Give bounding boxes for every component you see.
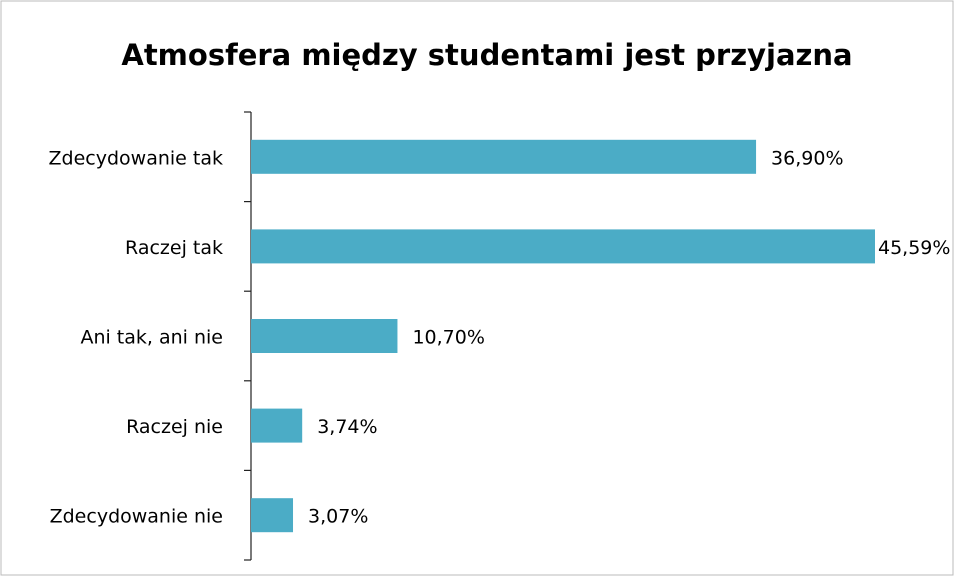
category-label: Zdecydowanie nie <box>50 506 223 528</box>
data-label: 3,74% <box>317 416 377 438</box>
category-label: Zdecydowanie tak <box>49 147 223 169</box>
category-label: Ani tak, ani nie <box>80 327 223 349</box>
data-label: 45,59% <box>878 237 950 259</box>
category-label: Raczej tak <box>125 237 223 259</box>
data-label: 10,70% <box>412 327 484 349</box>
category-label: Raczej nie <box>126 416 223 438</box>
bar <box>251 229 875 264</box>
chart-title: Atmosfera między studentami jest przyjaz… <box>121 38 852 72</box>
bar <box>251 408 303 443</box>
bar <box>251 498 294 533</box>
data-label: 36,90% <box>771 147 843 169</box>
bar <box>251 319 398 353</box>
data-label: 3,07% <box>308 506 368 528</box>
bar <box>251 139 757 174</box>
